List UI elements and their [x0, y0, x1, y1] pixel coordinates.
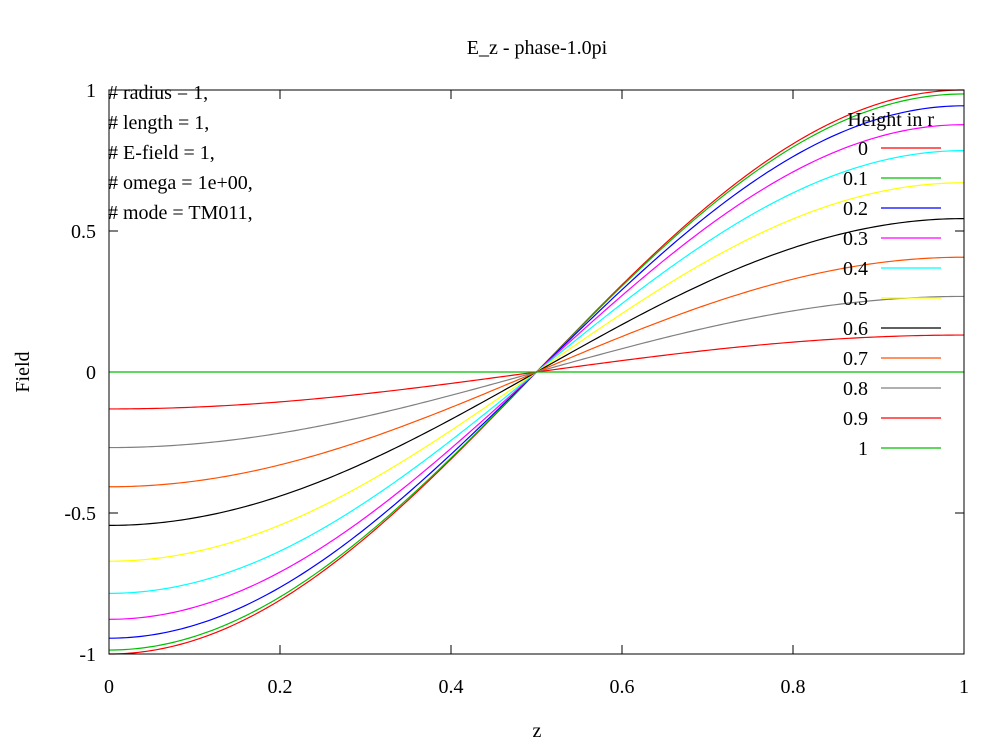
- x-tick-label: 1: [959, 676, 969, 698]
- legend-label: 0.8: [843, 378, 868, 400]
- axis-ticks: 0 0.2 0.4 0.6 0.8 1 -1 -0.5 0 0.5 1: [64, 80, 969, 698]
- plot-frame: [108, 89, 965, 655]
- chart-title: E_z - phase-1.0pi: [467, 37, 608, 59]
- legend-label: 0.5: [843, 288, 868, 310]
- legend-label: 1: [858, 438, 868, 460]
- legend-label: 0.9: [843, 408, 868, 430]
- legend-label: 0.7: [843, 348, 868, 370]
- x-tick-label: 0.2: [268, 676, 293, 698]
- x-tick-label: 0.6: [610, 676, 635, 698]
- legend-label: 0.3: [843, 228, 868, 250]
- legend-label: 0.1: [843, 168, 868, 190]
- y-tick-label: 0.5: [71, 221, 96, 243]
- annotations: # radius = 1, # length = 1, # E-field = 1,…: [108, 82, 253, 224]
- annotation-line: # mode = TM011,: [108, 202, 253, 224]
- annotation-line: # E-field = 1,: [108, 142, 215, 164]
- series-group: [108, 89, 965, 655]
- y-tick-label: -1: [79, 644, 96, 666]
- x-tick-label: 0.8: [781, 676, 806, 698]
- legend-label: 0: [858, 138, 868, 160]
- annotation-line: # radius = 1,: [108, 82, 208, 104]
- x-axis-label: z: [533, 720, 542, 742]
- annotation-line: # length = 1,: [108, 112, 209, 134]
- y-tick-label: 1: [86, 80, 96, 102]
- legend-label: 0.4: [843, 258, 868, 280]
- x-tick-label: 0.4: [439, 676, 464, 698]
- y-tick-label: 0: [86, 362, 96, 384]
- y-tick-label: -0.5: [64, 503, 96, 525]
- y-axis-label: Field: [12, 351, 34, 392]
- x-tick-label: 0: [104, 676, 114, 698]
- annotation-line: # omega = 1e+00,: [108, 172, 253, 194]
- legend-label: 0.6: [843, 318, 868, 340]
- legend: Height in r 0 0.1 0.2 0.3 0.4 0.5 0.6 0.7 0.8 0.9 1: [843, 109, 941, 460]
- legend-title: Height in r: [847, 109, 934, 131]
- legend-label: 0.2: [843, 198, 868, 220]
